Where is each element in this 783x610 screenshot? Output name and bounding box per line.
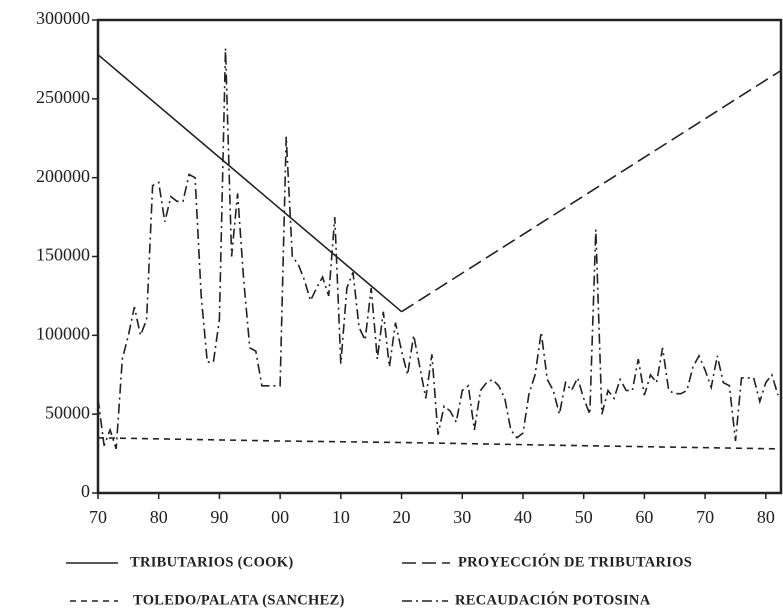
legend-label: RECAUDACIÓN POTOSINA: [455, 591, 651, 608]
x-tick-label: 30: [453, 507, 471, 527]
y-tick-label: 200000: [36, 166, 90, 186]
x-tick-label: 10: [332, 507, 350, 527]
x-tick-label: 50: [575, 507, 593, 527]
x-tick-label: 70: [696, 507, 714, 527]
x-tick-label: 80: [757, 507, 775, 527]
y-tick-label: 0: [81, 481, 90, 501]
x-tick-label: 70: [89, 507, 107, 527]
x-tick-label: 20: [393, 507, 411, 527]
legend-label: PROYECCIÓN DE TRIBUTARIOS: [458, 553, 692, 570]
y-tick-label: 250000: [36, 87, 90, 107]
series-line: [401, 69, 782, 313]
series-line: [97, 54, 403, 313]
x-tick-label: 80: [150, 507, 168, 527]
x-tick-label: 40: [514, 507, 532, 527]
series-line: [97, 48, 779, 450]
x-tick-label: 00: [271, 507, 289, 527]
legend-label: TRIBUTARIOS (COOK): [130, 554, 293, 570]
y-tick-label: 100000: [36, 323, 90, 343]
y-tick-label: 50000: [45, 402, 90, 422]
plot-frame: [96, 18, 783, 495]
x-tick-label: 60: [635, 507, 653, 527]
x-tick-label: 90: [210, 507, 228, 527]
y-tick-label: 150000: [36, 245, 90, 265]
legend-label: TOLEDO/PALATA (SANCHEZ): [133, 592, 345, 608]
y-tick-label: 300000: [36, 8, 90, 28]
series-line: [97, 437, 782, 450]
